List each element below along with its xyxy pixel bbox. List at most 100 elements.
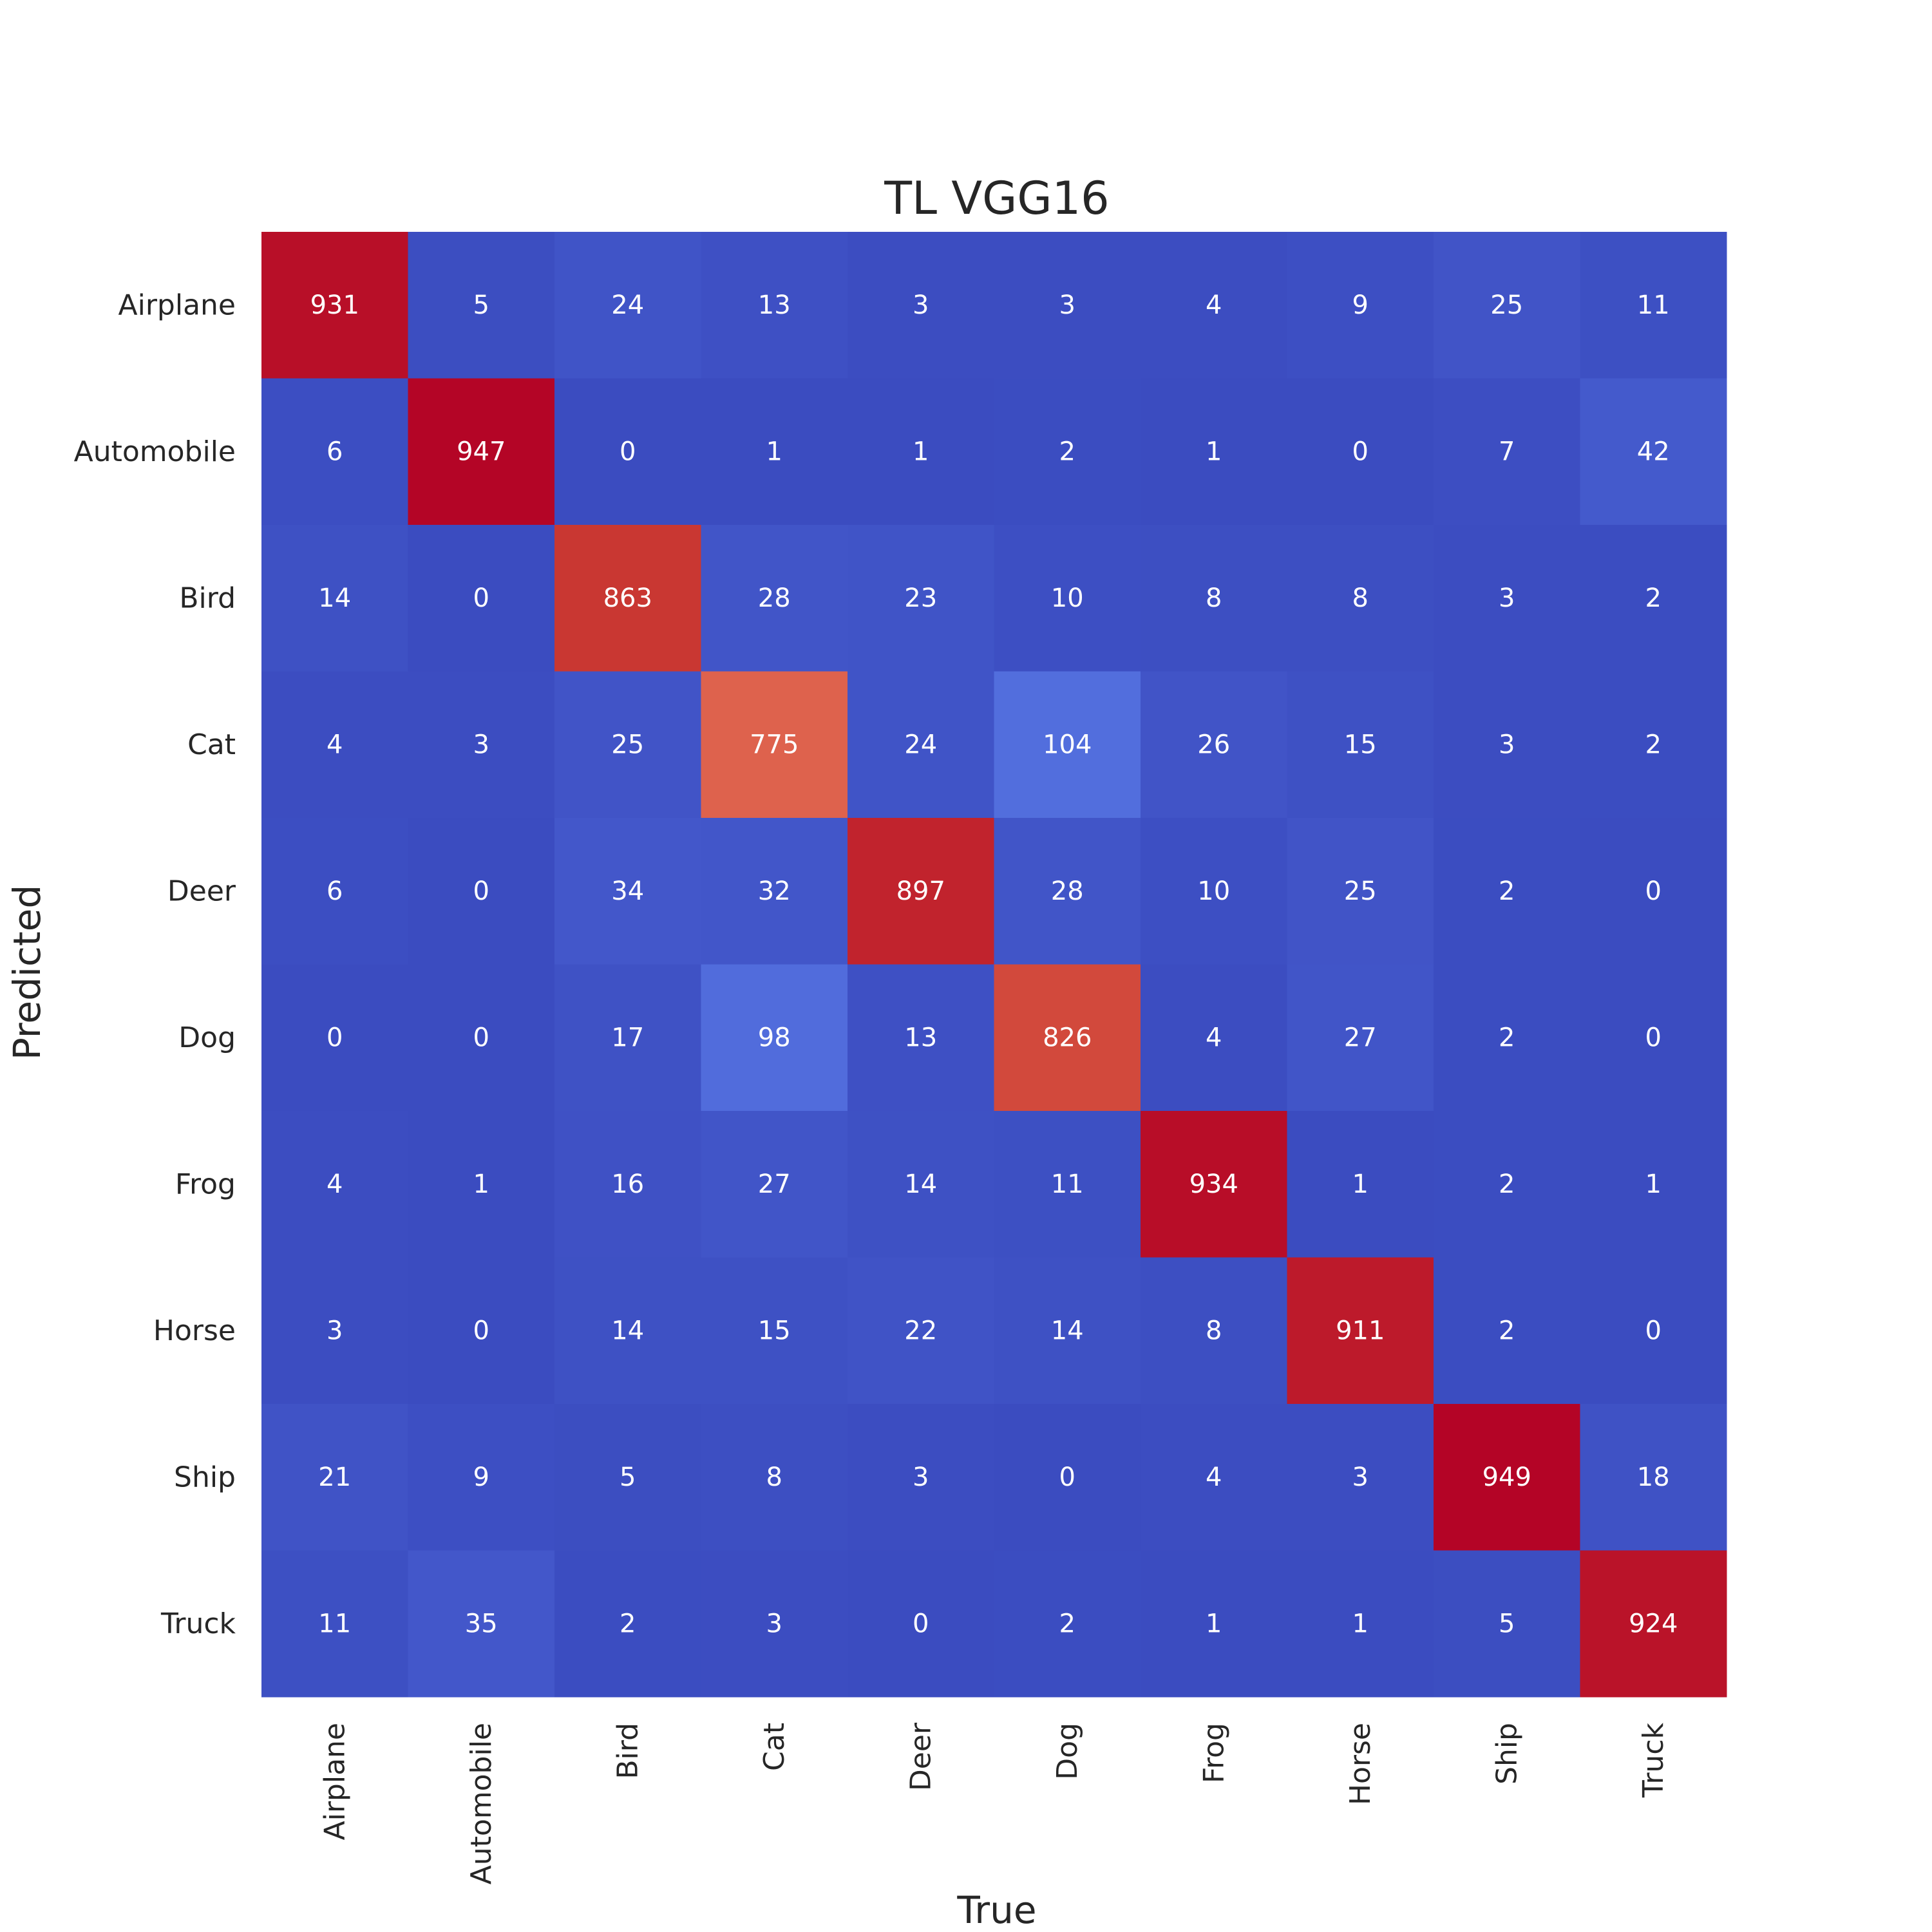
heatmap-cell [1434,1111,1580,1258]
cell-value-label: 5 [620,1463,636,1492]
x-tick-label: Deer [904,1722,937,1791]
cell-value-label: 14 [904,1170,937,1199]
cell-value-label: 42 [1637,437,1670,466]
cell-value-label: 8 [1206,583,1222,613]
x-tick-label: Bird [611,1723,644,1779]
heatmap-cell [1141,1257,1287,1405]
heatmap-cell [554,232,701,379]
heatmap-cells [261,232,1727,1698]
cell-value-label: 104 [1043,730,1092,759]
cell-value-label: 35 [465,1609,498,1638]
cell-value-label: 924 [1629,1609,1678,1638]
heatmap-cell [408,964,555,1112]
heatmap-cell [554,964,701,1112]
heatmap-cell [408,525,555,672]
heatmap-cell [1434,1404,1580,1551]
heatmap-cell [261,525,408,672]
cell-value-label: 25 [1344,876,1377,906]
heatmap-cell [701,1404,848,1551]
cell-value-label: 8 [1206,1316,1222,1345]
cell-value-label: 9 [473,1463,489,1492]
heatmap-cell [701,378,848,526]
heatmap-cell [1141,964,1287,1112]
heatmap-cell [848,1404,994,1551]
heatmap-cell [1580,232,1727,379]
cell-value-label: 1 [473,1170,489,1199]
cell-value-label: 3 [1499,730,1515,759]
cell-value-label: 27 [758,1170,791,1199]
heatmap-cell [1141,671,1287,819]
cell-value-label: 5 [1499,1609,1515,1638]
cell-value-label: 2 [1499,876,1515,906]
cell-value-label: 24 [904,730,937,759]
heatmap-cell [1434,671,1580,819]
y-tick-label: Frog [175,1168,236,1200]
heatmap-cell [1287,1550,1434,1698]
heatmap-cell [848,818,994,965]
y-tick-label: Ship [174,1461,236,1493]
heatmap-cell [701,1550,848,1698]
heatmap-cell [554,1111,701,1258]
cell-value-label: 11 [318,1609,351,1638]
heatmap-cell [1287,671,1434,819]
heatmap-cell [1141,1404,1287,1551]
heatmap-cell [994,1257,1141,1405]
cell-value-label: 4 [327,1170,343,1199]
heatmap-cell [848,1257,994,1405]
y-tick-label: Dog [178,1021,236,1054]
cell-value-label: 1 [1645,1170,1662,1199]
y-tick-label: Cat [187,728,236,761]
cell-value-label: 10 [1197,876,1230,906]
cell-value-label: 24 [611,290,644,320]
cell-value-label: 949 [1482,1463,1531,1492]
cell-value-label: 28 [758,583,791,613]
cell-value-label: 14 [1051,1316,1084,1345]
heatmap-cell [994,818,1141,965]
cell-value-label: 11 [1637,290,1670,320]
cell-value-label: 4 [1206,1023,1222,1052]
cell-value-label: 3 [473,730,489,759]
heatmap-cell [994,1404,1141,1551]
heatmap-cell [1580,1550,1727,1698]
heatmap-cell [848,1550,994,1698]
cell-value-label: 0 [473,876,489,906]
x-axis-label: True [956,1888,1036,1932]
cell-value-label: 0 [913,1609,929,1638]
heatmap-cell [1434,1257,1580,1405]
cell-value-label: 0 [1645,876,1662,906]
heatmap-cell [1287,818,1434,965]
heatmap-cell [1580,1257,1727,1405]
y-tick-label: Bird [179,582,236,614]
heatmap-cell [848,232,994,379]
cell-value-label: 18 [1637,1463,1670,1492]
heatmap-cell [994,964,1141,1112]
x-tick-label: Cat [758,1723,791,1771]
heatmap-cell [1141,525,1287,672]
heatmap-cell [1141,818,1287,965]
cell-value-label: 28 [1051,876,1084,906]
heatmap-cell [701,964,848,1112]
y-axis-label: Predicted [5,885,49,1060]
heatmap-cell [848,964,994,1112]
heatmap-cell [994,525,1141,672]
x-tick-label: Airplane [318,1723,351,1841]
x-tick-label: Truck [1637,1722,1670,1798]
y-tick-label: Airplane [118,289,236,321]
heatmap-cell [261,232,408,379]
cell-value-label: 897 [896,876,945,906]
cell-value-label: 4 [1206,1463,1222,1492]
cell-value-label: 2 [1059,437,1075,466]
cell-value-label: 6 [327,876,343,906]
cell-value-label: 26 [1197,730,1230,759]
heatmap-cell [408,1257,555,1405]
heatmap-cell [1287,964,1434,1112]
cell-value-label: 775 [750,730,799,759]
heatmap-cell [701,1257,848,1405]
cell-value-label: 0 [1645,1023,1662,1052]
cell-value-label: 14 [318,583,351,613]
x-tick-label: Dog [1051,1723,1084,1780]
cell-value-label: 15 [1344,730,1377,759]
heatmap-cell [1580,525,1727,672]
heatmap-cell [554,818,701,965]
cell-value-label: 22 [904,1316,937,1345]
